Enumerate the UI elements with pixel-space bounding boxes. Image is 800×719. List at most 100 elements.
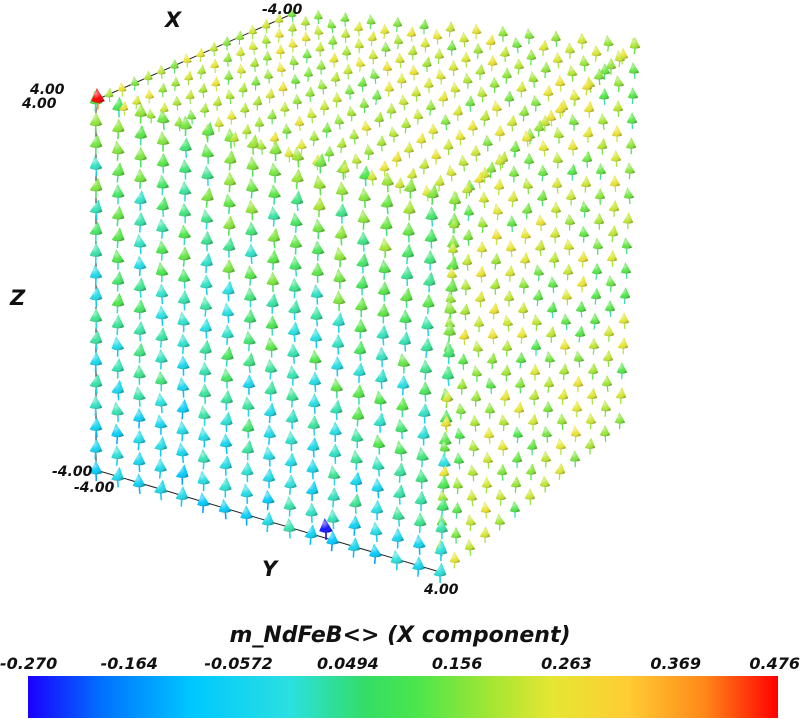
arrow-glyph: [522, 177, 534, 195]
arrow-glyph: [402, 221, 415, 243]
arrow-glyph: [111, 292, 125, 314]
arrow-glyph: [487, 54, 498, 71]
arrow-glyph: [628, 62, 640, 80]
arrow-glyph: [154, 479, 167, 501]
arrow-glyph: [220, 389, 234, 411]
arrow-glyph: [332, 91, 342, 108]
arrow-glyph: [155, 305, 169, 326]
arrow-glyph: [244, 243, 258, 264]
arrow-glyph: [111, 271, 125, 292]
arrow-glyph: [221, 302, 235, 324]
arrow-glyph: [416, 446, 430, 468]
arrow-glyph: [388, 126, 399, 143]
arrow-glyph: [506, 215, 518, 233]
arrow-glyph: [392, 506, 405, 527]
arrow-glyph: [393, 33, 404, 50]
arrow-glyph: [265, 88, 275, 104]
arrow-glyph: [201, 143, 215, 165]
arrow-glyph: [578, 225, 590, 243]
arrow-glyph: [311, 240, 325, 261]
arrow-glyph: [264, 358, 278, 380]
arrow-glyph: [510, 476, 522, 493]
arrow-glyph: [371, 477, 385, 499]
arrow-glyph: [262, 468, 276, 489]
arrow-glyph: [200, 209, 214, 230]
arrow-glyph: [307, 393, 321, 414]
arrow-glyph: [156, 152, 170, 174]
y-tick-end: 4.00: [424, 582, 459, 598]
arrow-glyph: [238, 82, 248, 98]
arrow-glyph: [219, 433, 233, 454]
arrow-glyph: [489, 76, 500, 94]
arrow-glyph: [332, 290, 346, 311]
arrow-glyph: [440, 415, 452, 433]
arrow-glyph: [89, 199, 103, 220]
arrow-glyph: [219, 455, 233, 476]
arrow-glyph: [580, 175, 592, 193]
arrow-glyph: [519, 252, 531, 269]
arrow-glyph: [508, 165, 520, 183]
arrow-glyph: [512, 37, 523, 54]
arrow-glyph: [533, 264, 545, 282]
arrow-glyph: [154, 414, 168, 435]
arrow-glyph: [263, 402, 277, 423]
arrow-glyph: [321, 122, 332, 138]
arrow-glyph: [513, 401, 525, 419]
arrow-glyph: [285, 430, 298, 452]
arrow-glyph: [89, 438, 103, 460]
arrow-glyph: [461, 181, 473, 199]
arrow-glyph: [309, 327, 323, 349]
arrow-glyph: [605, 275, 617, 292]
legend-tick-1: -0.164: [100, 654, 158, 673]
arrow-glyph: [288, 277, 302, 299]
arrow-glyph: [377, 281, 391, 302]
arrow-glyph: [537, 164, 549, 182]
arrow-glyph: [574, 325, 586, 343]
arrow-glyph: [551, 176, 563, 194]
arrow-glyph: [287, 321, 301, 343]
arrow-glyph: [211, 76, 221, 92]
legend-tick-0: -0.270: [0, 654, 58, 673]
arrow-glyph: [553, 126, 565, 144]
arrow-glyph: [396, 374, 410, 396]
arrow-glyph: [290, 73, 301, 89]
arrow-glyph: [550, 30, 561, 47]
vector-field-view[interactable]: [0, 0, 800, 605]
arrow-glyph: [393, 462, 407, 483]
arrow-glyph: [221, 324, 235, 345]
z-tick-top-b: 4.00: [22, 96, 57, 112]
arrow-glyph: [494, 124, 506, 142]
arrow-glyph: [132, 94, 142, 110]
arrow-glyph: [554, 101, 566, 119]
arrow-glyph: [223, 193, 237, 215]
arrow-glyph: [494, 513, 506, 531]
arrow-glyph: [119, 101, 129, 116]
arrow-glyph: [381, 41, 391, 57]
arrow-glyph: [89, 243, 103, 264]
arrow-glyph: [133, 386, 146, 407]
arrow-glyph: [178, 202, 192, 224]
arrow-glyph: [340, 12, 350, 27]
arrow-glyph: [286, 365, 300, 386]
arrow-glyph: [371, 89, 382, 105]
arrow-glyph: [366, 14, 376, 30]
arrow-glyph: [550, 201, 562, 219]
arrow-glyph: [356, 253, 369, 274]
arrow-glyph: [441, 365, 455, 387]
arrow-glyph: [177, 290, 191, 311]
arrow-glyph: [241, 123, 252, 140]
arrow-glyph: [177, 311, 191, 333]
arrow-glyph: [516, 326, 528, 344]
arrow-glyph: [176, 420, 190, 442]
arrow-glyph: [133, 342, 147, 364]
arrow-glyph: [597, 113, 609, 130]
arrow-glyph: [290, 190, 304, 212]
arrow-glyph: [370, 499, 384, 521]
arrow-glyph: [514, 376, 526, 394]
arrow-glyph: [364, 144, 375, 161]
arrow-glyph: [473, 171, 485, 189]
arrow-glyph: [117, 81, 127, 97]
arrow-glyph: [369, 543, 382, 564]
legend-tick-6: 0.369: [650, 654, 702, 673]
arrow-glyph: [422, 271, 436, 293]
